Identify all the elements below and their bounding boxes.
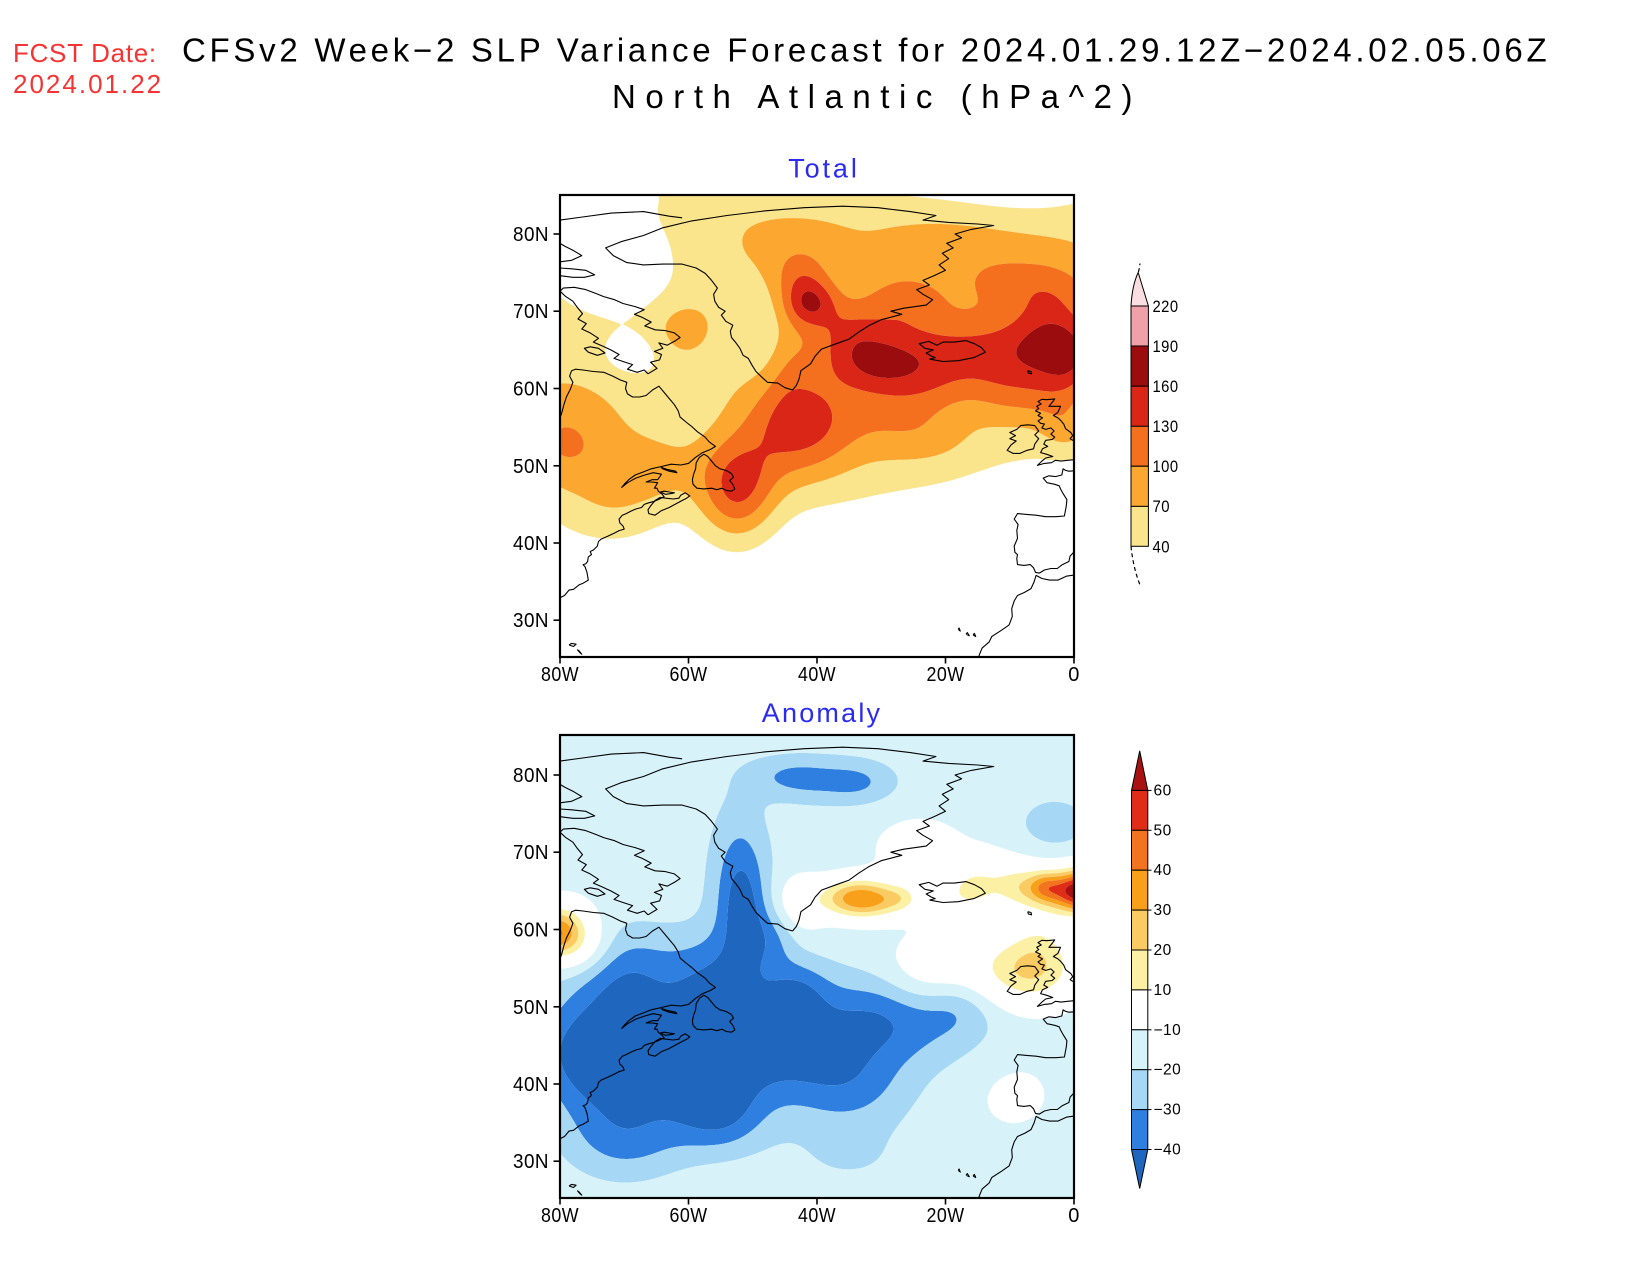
- svg-text:70: 70: [1153, 497, 1171, 516]
- svg-text:0: 0: [1068, 1205, 1080, 1227]
- svg-text:40W: 40W: [798, 664, 836, 686]
- svg-text:20W: 20W: [927, 664, 965, 686]
- svg-text:130: 130: [1153, 417, 1179, 436]
- svg-text:50N: 50N: [513, 456, 549, 478]
- svg-text:2024.01.22: 2024.01.22: [13, 69, 163, 99]
- svg-text:0: 0: [1068, 664, 1080, 686]
- svg-text:50: 50: [1154, 822, 1172, 839]
- svg-text:20W: 20W: [927, 1205, 965, 1227]
- svg-text:190: 190: [1153, 337, 1179, 356]
- svg-text:30: 30: [1154, 902, 1172, 919]
- svg-text:Total: Total: [788, 154, 860, 184]
- svg-text:10: 10: [1154, 982, 1172, 999]
- svg-text:220: 220: [1153, 297, 1179, 316]
- svg-text:FCST Date:: FCST Date:: [13, 38, 157, 68]
- svg-text:−30: −30: [1154, 1102, 1182, 1119]
- svg-text:−20: −20: [1154, 1062, 1182, 1079]
- svg-text:Anomaly: Anomaly: [762, 698, 882, 728]
- svg-text:60: 60: [1154, 782, 1172, 799]
- svg-text:60W: 60W: [670, 664, 708, 686]
- svg-text:70N: 70N: [513, 842, 549, 864]
- svg-text:40N: 40N: [513, 533, 549, 555]
- svg-text:North Atlantic (hPa^2): North Atlantic (hPa^2): [612, 78, 1142, 115]
- svg-text:80N: 80N: [513, 765, 549, 787]
- svg-text:CFSv2 Week−2 SLP Variance Fore: CFSv2 Week−2 SLP Variance Forecast for 2…: [182, 32, 1550, 69]
- svg-text:−40: −40: [1154, 1142, 1182, 1159]
- svg-text:50N: 50N: [513, 997, 549, 1019]
- svg-text:80N: 80N: [513, 224, 549, 246]
- svg-text:60W: 60W: [670, 1205, 708, 1227]
- svg-text:40W: 40W: [798, 1205, 836, 1227]
- svg-text:60N: 60N: [513, 920, 549, 942]
- svg-text:−10: −10: [1154, 1022, 1182, 1039]
- svg-text:30N: 30N: [513, 1151, 549, 1173]
- svg-text:40: 40: [1154, 862, 1172, 879]
- svg-text:40: 40: [1153, 537, 1171, 556]
- svg-text:70N: 70N: [513, 301, 549, 323]
- svg-text:30N: 30N: [513, 610, 549, 632]
- svg-text:80W: 80W: [541, 664, 579, 686]
- svg-text:80W: 80W: [541, 1205, 579, 1227]
- svg-text:160: 160: [1153, 377, 1179, 396]
- svg-text:40N: 40N: [513, 1074, 549, 1096]
- svg-text:100: 100: [1153, 457, 1179, 476]
- svg-text:20: 20: [1154, 942, 1172, 959]
- svg-text:60N: 60N: [513, 379, 549, 401]
